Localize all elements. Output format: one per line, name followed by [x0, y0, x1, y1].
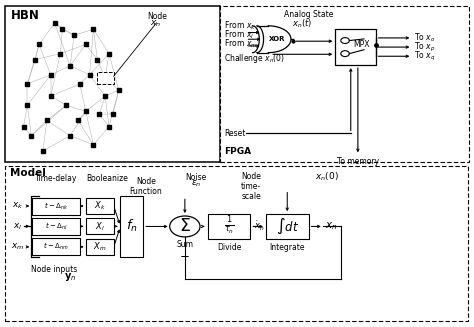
- Text: HBN: HBN: [10, 9, 39, 22]
- Circle shape: [170, 216, 200, 237]
- Text: To $x_o$: To $x_o$: [414, 32, 435, 44]
- Text: $\mathbf{y}_n$: $\mathbf{y}_n$: [64, 271, 76, 283]
- Text: Booleanize: Booleanize: [86, 174, 128, 183]
- Text: From $x_m$: From $x_m$: [224, 38, 258, 50]
- Text: $x_n$: $x_n$: [150, 19, 162, 29]
- Text: Sum: Sum: [176, 240, 193, 249]
- Text: Time-delay: Time-delay: [35, 174, 77, 183]
- Bar: [86, 239, 114, 255]
- Text: Challenge $x_n(0)$: Challenge $x_n(0)$: [224, 52, 285, 65]
- Text: $\epsilon_n$: $\epsilon_n$: [191, 179, 201, 189]
- Text: $x_l$: $x_l$: [13, 221, 23, 232]
- Text: To memory: To memory: [337, 157, 379, 166]
- Text: $t - \Delta_{nl}$: $t - \Delta_{nl}$: [45, 221, 67, 232]
- Text: Analog State: Analog State: [284, 10, 334, 19]
- Text: MPX: MPX: [353, 40, 369, 49]
- Bar: [97, 72, 114, 84]
- Text: −: −: [180, 250, 190, 263]
- Text: From $x_k$: From $x_k$: [224, 20, 256, 32]
- Text: To $x_p$: To $x_p$: [414, 41, 435, 54]
- Bar: [86, 198, 114, 214]
- Text: $\dot{x}_n$: $\dot{x}_n$: [254, 219, 264, 232]
- Text: From $x_l$: From $x_l$: [224, 29, 254, 41]
- Text: $\Sigma$: $\Sigma$: [179, 217, 191, 235]
- Bar: [32, 198, 80, 215]
- Bar: [208, 214, 250, 239]
- Text: $f_n$: $f_n$: [126, 218, 138, 234]
- Text: Noise: Noise: [185, 173, 206, 182]
- Text: $x_n(0)$: $x_n(0)$: [315, 171, 339, 183]
- Bar: [32, 218, 80, 235]
- Text: $x_n$: $x_n$: [325, 220, 337, 232]
- Text: Reset: Reset: [224, 129, 246, 138]
- Text: Model: Model: [10, 168, 46, 179]
- Text: Node
Function: Node Function: [129, 177, 163, 196]
- Text: $\frac{1}{\tau_n}$: $\frac{1}{\tau_n}$: [224, 214, 234, 236]
- Text: Divide: Divide: [217, 243, 241, 252]
- Text: $t - \Delta_{nk}$: $t - \Delta_{nk}$: [44, 200, 68, 212]
- Text: Node inputs: Node inputs: [31, 265, 77, 274]
- Text: $X_m$: $X_m$: [93, 241, 107, 253]
- Circle shape: [341, 38, 349, 43]
- Bar: [220, 6, 469, 162]
- Text: $X_l$: $X_l$: [95, 220, 105, 232]
- Bar: [336, 29, 375, 65]
- Text: $\int dt$: $\int dt$: [276, 217, 299, 236]
- Text: Node
time-
scale: Node time- scale: [241, 172, 261, 201]
- Bar: [266, 214, 309, 239]
- Text: Integrate: Integrate: [270, 243, 305, 252]
- Text: $x_k$: $x_k$: [12, 201, 24, 211]
- Text: $X_k$: $X_k$: [94, 200, 106, 212]
- Bar: [120, 196, 143, 257]
- Bar: [5, 166, 468, 321]
- Bar: [5, 6, 220, 162]
- Text: Node: Node: [147, 12, 167, 21]
- Text: $t - \Delta_{nm}$: $t - \Delta_{nm}$: [43, 241, 69, 252]
- Text: XOR: XOR: [269, 36, 285, 42]
- Bar: [32, 238, 80, 255]
- Bar: [86, 218, 114, 234]
- Text: $x_n(t)$: $x_n(t)$: [292, 17, 312, 30]
- Text: To $x_q$: To $x_q$: [414, 50, 435, 63]
- Circle shape: [341, 51, 349, 57]
- Text: FPGA: FPGA: [224, 147, 251, 156]
- Text: $x_m$: $x_m$: [11, 242, 25, 252]
